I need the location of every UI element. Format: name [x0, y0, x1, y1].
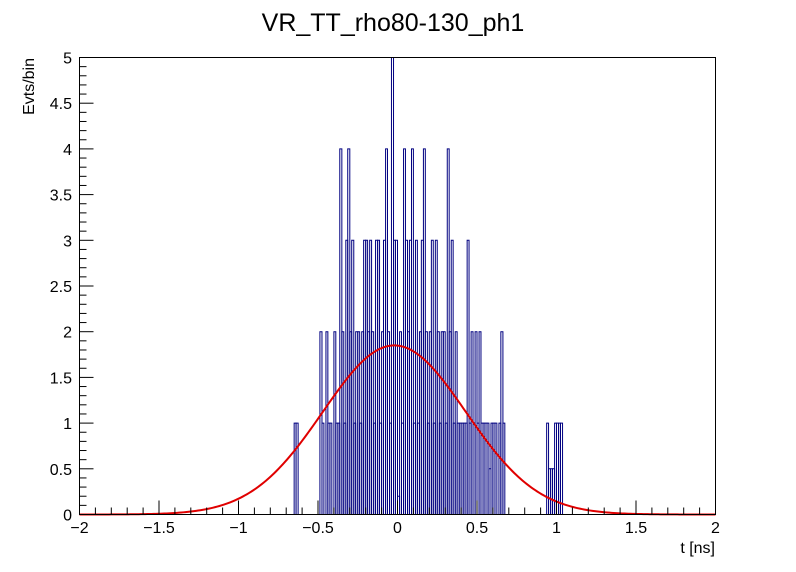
y-tick-label: 3.5	[50, 188, 72, 205]
x-tick-label: −1.5	[143, 520, 175, 537]
chart-title: VR_TT_rho80-130_ph1	[262, 9, 525, 37]
histogram-bin-38	[394, 239, 398, 515]
histogram-bin-29	[377, 239, 381, 515]
histogram-bin-99	[559, 422, 564, 515]
x-tick-label: 0	[393, 520, 402, 537]
y-tick-label: 5	[63, 51, 72, 68]
y-tick-label: 1.5	[50, 370, 72, 387]
x-tick-label: 1	[552, 520, 561, 537]
x-tick-label: 1.5	[625, 520, 647, 537]
x-tick-label: 2	[711, 520, 720, 537]
y-tick-label: 1	[63, 416, 72, 433]
y-tick-label: 2	[63, 325, 72, 342]
x-tick-label: −0.5	[302, 520, 334, 537]
x-tick-label: −2	[70, 520, 88, 537]
y-tick-label: 3	[63, 233, 72, 250]
histogram-bin-91	[502, 422, 506, 515]
x-axis: −2 −1.5 −1 −0.5 0 0.5 1 1.5 2	[70, 500, 720, 537]
histogram-bin-16	[351, 239, 355, 515]
fit-curve	[79, 344, 716, 516]
histogram-bin-66	[450, 239, 454, 515]
y-tick-label: 4.5	[50, 96, 72, 113]
histogram-bin-56	[430, 239, 434, 515]
fit-curve-layer	[79, 344, 716, 516]
y-tick-label: 2.5	[50, 279, 72, 296]
histogram-bin-74	[466, 239, 470, 515]
y-axis-label: Evts/bin	[21, 58, 38, 115]
x-axis-label: t [ns]	[680, 540, 715, 557]
y-tick-label: 0.5	[50, 462, 72, 479]
histogram-layer	[293, 57, 564, 515]
histogram-bin-48	[414, 239, 418, 515]
y-tick-label: 0	[63, 508, 72, 525]
y-tick-label: 4	[63, 142, 72, 159]
x-tick-label: −1	[229, 520, 247, 537]
histogram-bin-3	[321, 422, 325, 515]
histogram-bin-1	[295, 422, 299, 515]
y-axis: 0 0.5 1 1.5 2 2.5 3 3.5 4 4.5 5	[50, 51, 94, 525]
x-tick-label: 0.5	[466, 520, 488, 537]
histogram-bin-88	[494, 422, 498, 515]
histogram-bin-6	[329, 422, 333, 515]
histogram-bin-46	[410, 148, 414, 515]
